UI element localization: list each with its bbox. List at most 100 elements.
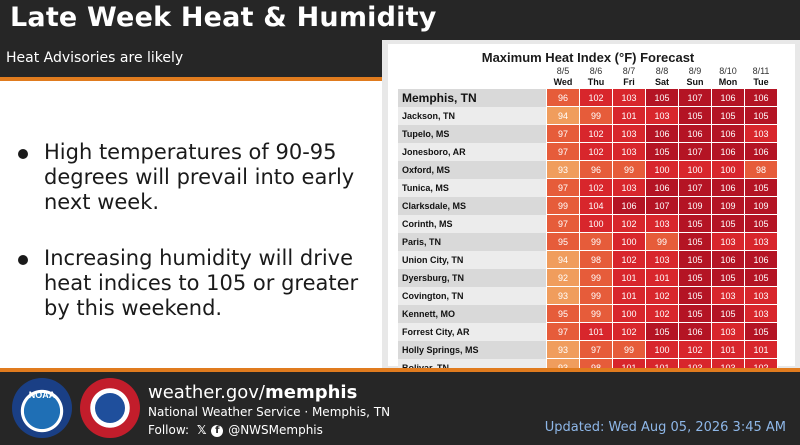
heat-index-cell: 105 — [711, 214, 745, 233]
table-row: Kennett, MO 95 99 100 102 105 105 103 — [398, 304, 778, 323]
heat-index-cell: 103 — [711, 322, 745, 341]
heat-index-cell: 102 — [579, 124, 613, 143]
heat-index-cell: 99 — [579, 268, 613, 287]
heat-index-cell: 102 — [579, 142, 613, 161]
table-row: Jackson, TN 94 99 101 103 105 105 105 — [398, 106, 778, 125]
city-name: Paris, TN — [398, 232, 547, 251]
heat-index-cell: 106 — [711, 142, 745, 161]
bullet-text: High temperatures of 90-95 degrees will … — [44, 140, 355, 214]
heat-index-cell: 106 — [645, 178, 679, 197]
heat-index-cell: 107 — [645, 196, 679, 215]
date-label: 8/7 — [622, 66, 636, 76]
heat-index-cell: 98 — [579, 250, 613, 269]
heat-index-cell: 105 — [678, 250, 712, 269]
heat-index-cell: 103 — [612, 124, 646, 143]
heat-index-cell: 97 — [579, 340, 613, 359]
heat-index-cell: 103 — [744, 232, 778, 251]
footer-accent-line — [0, 368, 800, 372]
heat-index-cell: 101 — [612, 268, 646, 287]
date-label: 8/11 — [752, 66, 770, 76]
x-icon[interactable]: 𝕏 — [196, 423, 207, 437]
heat-index-cell: 100 — [678, 160, 712, 179]
heat-index-cell: 95 — [546, 304, 580, 323]
heat-index-cell: 106 — [711, 250, 745, 269]
heat-index-cell: 107 — [678, 88, 712, 107]
heat-index-cell: 96 — [579, 160, 613, 179]
date-label: 8/10 — [719, 66, 737, 76]
heat-index-cell: 99 — [579, 304, 613, 323]
heat-index-cell: 105 — [645, 88, 679, 107]
heat-index-cell: 103 — [744, 124, 778, 143]
social-handle[interactable]: @NWSMemphis — [228, 423, 323, 437]
day-label: Sun — [686, 77, 704, 87]
heat-index-cell: 96 — [546, 88, 580, 107]
heat-index-cell: 103 — [612, 178, 646, 197]
heat-index-cell: 107 — [678, 142, 712, 161]
table-row: Holly Springs, MS 93 97 99 100 102 101 101 — [398, 340, 778, 359]
heat-index-cell: 97 — [546, 178, 580, 197]
city-name: Holly Springs, MS — [398, 340, 547, 359]
heat-index-cell: 101 — [612, 106, 646, 125]
day-label: Sat — [654, 77, 669, 87]
heat-index-cell: 98 — [744, 160, 778, 179]
bullet-dot-icon — [18, 149, 28, 159]
heat-index-cell: 92 — [546, 268, 580, 287]
heat-index-cell: 94 — [546, 106, 580, 125]
heat-index-cell: 94 — [546, 250, 580, 269]
heat-index-cell: 105 — [645, 322, 679, 341]
city-name: Clarksdale, MS — [398, 196, 547, 215]
heat-index-cell: 93 — [546, 286, 580, 305]
heat-index-cell: 102 — [645, 286, 679, 305]
heat-index-cell: 105 — [744, 106, 778, 125]
heat-index-cell: 99 — [612, 160, 646, 179]
heat-index-cell: 106 — [612, 196, 646, 215]
city-name: Jonesboro, AR — [398, 142, 547, 161]
heat-index-table: Maximum Heat Index (°F) Forecast 8/5 8/6 8… — [388, 44, 795, 387]
heat-index-cell: 101 — [645, 268, 679, 287]
noaa-logo-icon: NOAA — [12, 378, 72, 438]
heat-index-cell: 103 — [612, 88, 646, 107]
heat-index-cell: 105 — [711, 304, 745, 323]
heat-index-cell: 100 — [612, 232, 646, 251]
day-label: Fri — [623, 77, 635, 87]
table-row: Union City, TN 94 98 102 103 105 106 106 — [398, 250, 778, 269]
heat-index-cell: 99 — [579, 232, 613, 251]
heat-index-cell: 97 — [546, 142, 580, 161]
heat-index-cell: 103 — [645, 250, 679, 269]
heat-index-cell: 102 — [612, 214, 646, 233]
day-label: Thu — [587, 77, 605, 87]
facebook-icon[interactable]: f — [211, 424, 224, 437]
heat-index-cell: 105 — [744, 268, 778, 287]
date-label: 8/6 — [589, 66, 603, 76]
subtitle-bar — [0, 40, 382, 77]
heat-index-cell: 109 — [711, 196, 745, 215]
office-name: National Weather Service · Memphis, TN — [148, 405, 391, 419]
heat-index-cell: 97 — [546, 124, 580, 143]
heat-index-cell: 99 — [579, 286, 613, 305]
table-row: Tupelo, MS 97 102 103 106 106 106 103 — [398, 124, 778, 143]
heat-index-cell: 101 — [579, 322, 613, 341]
header-blank — [398, 66, 547, 76]
city-name: Covington, TN — [398, 286, 547, 305]
heat-index-cell: 97 — [546, 214, 580, 233]
city-name: Dyersburg, TN — [398, 268, 547, 287]
heat-index-cell: 103 — [711, 232, 745, 251]
updated-timestamp: Updated: Wed Aug 05, 2026 3:45 AM — [544, 420, 786, 435]
social-follow: Follow: 𝕏 f @NWSMemphis — [148, 423, 323, 437]
table-row: Memphis, TN 96 102 103 105 107 106 106 — [398, 88, 778, 107]
website-link[interactable]: weather.gov/memphis — [148, 382, 358, 403]
table-row: Forrest City, AR 97 101 102 105 106 103 105 — [398, 322, 778, 341]
city-name: Tupelo, MS — [398, 124, 547, 143]
heat-index-cell: 104 — [579, 196, 613, 215]
city-name: Kennett, MO — [398, 304, 547, 323]
heat-index-cell: 106 — [744, 250, 778, 269]
city-name: Tunica, MS — [398, 178, 547, 197]
header-bar — [0, 0, 800, 40]
heat-index-cell: 101 — [711, 340, 745, 359]
heat-index-cell: 95 — [546, 232, 580, 251]
heat-index-cell: 105 — [744, 214, 778, 233]
heat-index-cell: 102 — [678, 340, 712, 359]
heat-index-cell: 105 — [678, 106, 712, 125]
subtitle-accent-line — [0, 77, 382, 81]
heat-index-cell: 99 — [546, 196, 580, 215]
